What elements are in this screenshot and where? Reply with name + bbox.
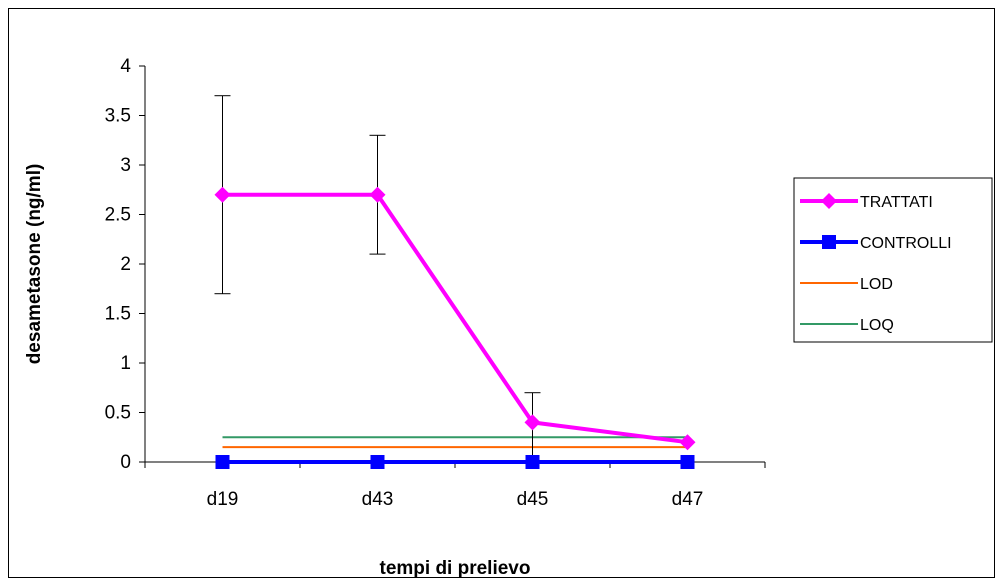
y-tick-label: 3 bbox=[120, 155, 131, 176]
data-point-controlli-d47 bbox=[680, 455, 695, 469]
legend-item-lod: LOD bbox=[800, 276, 893, 293]
legend-item-controlli: CONTROLLI bbox=[800, 235, 952, 252]
data-point-trattati-d47 bbox=[679, 434, 696, 451]
data-point-trattati-d19 bbox=[214, 186, 231, 203]
legend-item-loq: LOQ bbox=[800, 317, 894, 334]
data-point-controlli-d45 bbox=[525, 455, 540, 469]
y-ticks: 0 0.5 1 1.5 2 2.5 3 3.5 4 bbox=[105, 56, 145, 473]
legend-label-controlli: CONTROLLI bbox=[860, 235, 952, 252]
y-tick-label: 2 bbox=[120, 254, 131, 275]
data-point-trattati-d45 bbox=[524, 414, 541, 431]
x-ticks: d19 d43 d45 d47 bbox=[144, 462, 766, 510]
y-tick-label: 2.5 bbox=[105, 205, 131, 226]
data-point-controlli-d43 bbox=[370, 455, 385, 469]
x-tick-label-d47: d47 bbox=[672, 489, 704, 510]
series-controlli bbox=[215, 455, 695, 469]
x-tick-label-d19: d19 bbox=[207, 489, 239, 510]
x-axis-title: tempi di prelievo bbox=[380, 558, 531, 579]
y-tick-label: 4 bbox=[120, 56, 131, 77]
series-layer bbox=[214, 95, 696, 469]
legend-label-trattati: TRATTATI bbox=[860, 194, 933, 211]
legend: TRATTATI CONTROLLI LOD LOQ bbox=[793, 177, 993, 343]
data-point-controlli-d19 bbox=[215, 455, 230, 469]
legend-items: TRATTATI CONTROLLI LOD LOQ bbox=[800, 193, 952, 334]
x-tick-label-d45: d45 bbox=[517, 489, 549, 510]
legend-label-loq: LOQ bbox=[860, 317, 894, 334]
data-point-trattati-d43 bbox=[369, 186, 386, 203]
y-axis-title: desametasone (ng/ml) bbox=[24, 164, 45, 365]
legend-label-lod: LOD bbox=[860, 276, 893, 293]
y-tick-label: 0.5 bbox=[105, 403, 131, 424]
series-line-trattati bbox=[222, 192, 688, 445]
legend-marker-controlli bbox=[822, 235, 836, 249]
series-trattati bbox=[214, 95, 696, 463]
x-tick-label-d43: d43 bbox=[362, 489, 394, 510]
legend-marker-trattati bbox=[821, 193, 837, 209]
legend-item-trattati: TRATTATI bbox=[800, 193, 933, 211]
y-tick-label: 1 bbox=[120, 353, 131, 374]
y-tick-label: 1.5 bbox=[105, 304, 131, 325]
y-tick-label: 0 bbox=[120, 452, 131, 473]
y-tick-label: 3.5 bbox=[105, 106, 131, 127]
plot-area: 0 0.5 1 1.5 2 2.5 3 3.5 4 d19 d43 d45 d47 bbox=[105, 56, 766, 510]
